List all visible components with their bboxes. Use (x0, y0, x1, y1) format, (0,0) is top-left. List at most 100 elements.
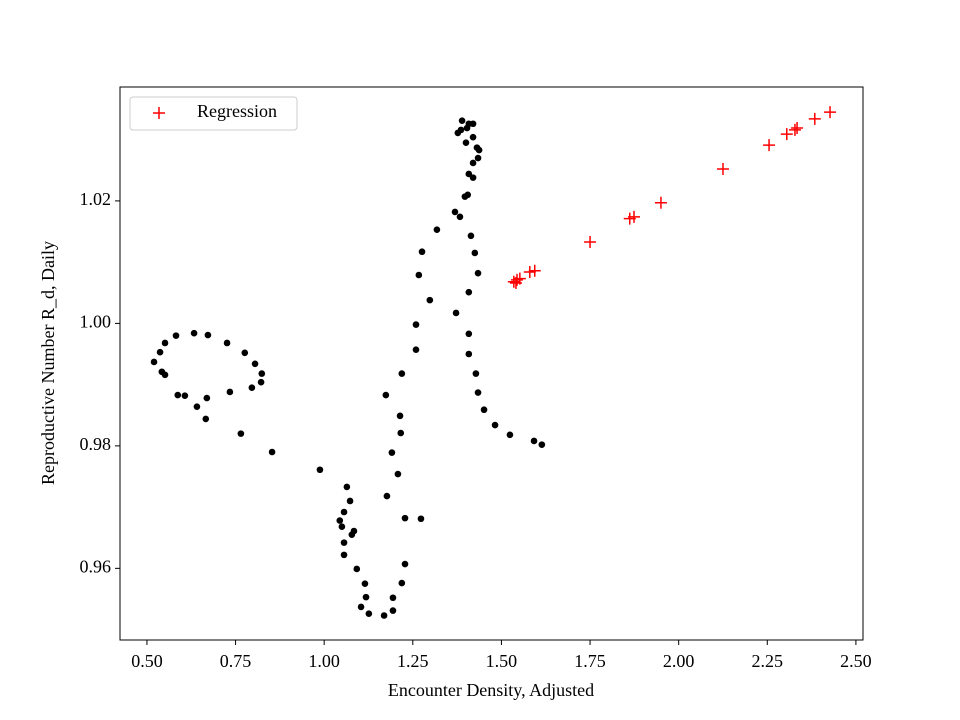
point (398, 370, 406, 377)
point (451, 208, 459, 216)
point (471, 249, 479, 257)
point (204, 331, 212, 339)
point (389, 594, 397, 602)
x-axis-label: Encounter Density, Adjusted (388, 680, 594, 700)
point (340, 508, 348, 516)
point (336, 517, 344, 524)
point (465, 330, 473, 338)
point (412, 346, 420, 354)
point (181, 392, 189, 399)
point (464, 191, 472, 199)
point (202, 415, 210, 423)
point (654, 196, 667, 209)
point (193, 403, 201, 410)
point (412, 321, 420, 328)
point (457, 126, 465, 134)
point (223, 339, 231, 347)
point (365, 610, 373, 617)
point (523, 265, 536, 278)
point (353, 565, 361, 573)
point (226, 388, 234, 396)
point (362, 593, 370, 601)
point (350, 527, 358, 535)
point (161, 339, 169, 347)
point (357, 603, 365, 611)
y-tick-label: 0.98 (80, 434, 112, 454)
point (338, 523, 346, 531)
point (383, 492, 391, 500)
point (417, 515, 425, 523)
point (824, 106, 837, 119)
point (511, 273, 524, 286)
point (258, 370, 266, 377)
legend-box (129, 96, 298, 131)
y-tick-label: 1.00 (80, 312, 112, 332)
point (268, 448, 276, 456)
x-tick-label: 1.50 (486, 651, 518, 671)
point (465, 350, 473, 358)
point (628, 210, 641, 223)
x-tick-label: 2.50 (840, 651, 872, 671)
point (465, 288, 473, 296)
point (465, 120, 473, 128)
point (172, 332, 180, 339)
point (474, 154, 482, 162)
point (480, 406, 488, 414)
point (394, 470, 402, 478)
point (397, 429, 405, 437)
point (257, 378, 265, 386)
point (343, 483, 351, 491)
point (452, 309, 460, 317)
point (237, 430, 245, 437)
point (507, 275, 520, 288)
point (763, 139, 776, 152)
point (506, 431, 514, 439)
x-tick-label: 0.50 (131, 651, 163, 671)
point (316, 466, 324, 474)
point (808, 112, 821, 125)
x-tick-label: 2.25 (752, 651, 784, 671)
point (401, 560, 409, 568)
plot-frame (119, 86, 864, 641)
point (469, 159, 477, 167)
point (475, 146, 483, 154)
point (791, 122, 804, 135)
point (398, 579, 406, 587)
point (415, 271, 423, 279)
legend-marker (153, 107, 165, 119)
point (418, 248, 426, 256)
point (158, 368, 166, 376)
point (380, 612, 388, 619)
point (241, 349, 249, 357)
point (340, 539, 348, 546)
point (426, 296, 434, 304)
point (456, 213, 464, 221)
point (150, 358, 158, 366)
point (340, 551, 348, 559)
point (433, 226, 441, 233)
point (788, 123, 801, 136)
y-axis-label: Reproductive Number R_d, Daily (38, 241, 58, 485)
point (716, 163, 729, 176)
point (780, 128, 793, 141)
point (474, 389, 482, 396)
point (396, 412, 404, 420)
point (474, 269, 482, 277)
x-tick-label: 1.25 (397, 651, 429, 671)
y-tick-label: 1.02 (80, 189, 112, 209)
point (156, 348, 164, 356)
point (528, 264, 541, 277)
point (388, 449, 396, 456)
point (530, 437, 538, 445)
point (458, 117, 466, 124)
point (251, 360, 259, 368)
point (509, 276, 522, 289)
point (467, 232, 475, 240)
y-tick-label: 0.96 (80, 556, 112, 576)
point (346, 497, 354, 505)
point (174, 391, 182, 399)
x-tick-label: 0.75 (220, 651, 252, 671)
point (248, 384, 256, 391)
point (361, 580, 369, 587)
x-tick-label: 2.00 (663, 651, 695, 671)
